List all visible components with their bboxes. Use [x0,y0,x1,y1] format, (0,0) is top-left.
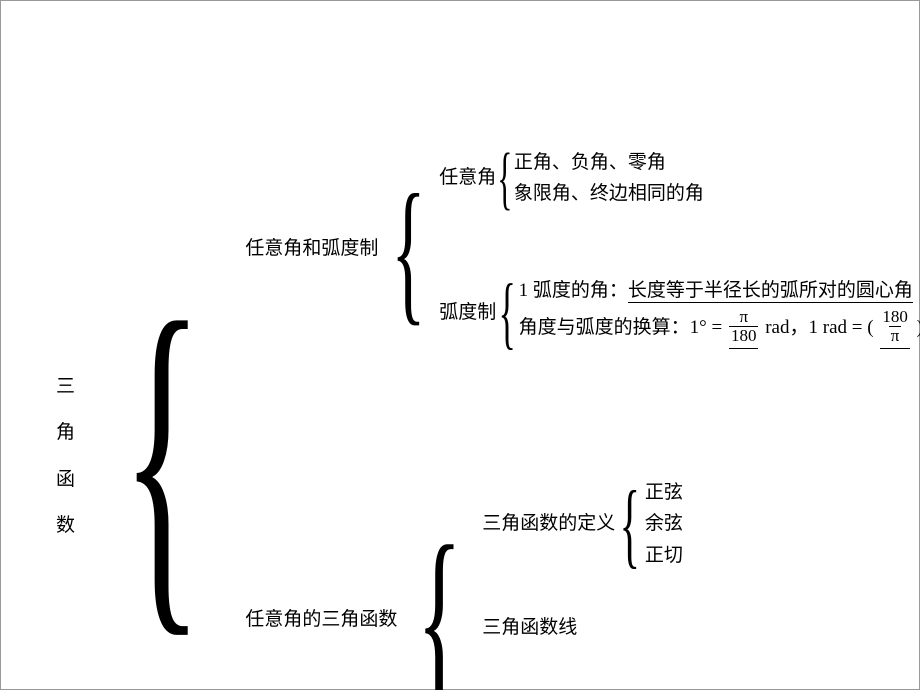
root-c1: 三 [56,373,75,402]
l2b-col: 三角函数的定义 { 正弦 余弦 正切 三角函数线 同角的三角函数关系 { [482,453,891,690]
rp: ) [917,317,920,338]
frac-pi-180: π 180 [729,308,759,349]
l3b1-col: 正弦 余弦 正切 [645,479,683,571]
branch-radian: 弧度制 { 1 弧度的角：长度等于半径长的弧所对的圆心角 角度与弧度的换算：1°… [439,253,920,373]
a2-1-pre: 1 弧度的角： [519,280,628,301]
frac-180-pi: 180 π [880,308,910,349]
a2-1-underline: 长度等于半径长的弧所对的圆心角 [628,280,913,303]
pi-1: π [737,308,750,327]
leaf-b1-2: 余弦 [645,510,683,539]
leaf-a2-1: 1 弧度的角：长度等于半径长的弧所对的圆心角 [519,277,920,306]
root-c2: 角 [56,419,75,448]
branch-trig-func: 任意角的三角函数 { 三角函数的定义 { 正弦 余弦 正切 三角函数线 [245,453,920,690]
brace-root: { [121,172,203,690]
root-c3: 函 [56,466,75,495]
leaf-a1-1: 正角、负角、零角 [514,149,704,178]
l2-a1-label: 任意角 [439,164,496,193]
brace-l2b1: { [620,453,641,596]
brace-l2a1: { [497,126,512,231]
leaf-a1-2: 象限角、终边相同的角 [514,180,704,209]
l3a2-col: 1 弧度的角：长度等于半径长的弧所对的圆心角 角度与弧度的换算：1° = π 1… [519,277,920,349]
l2a-col: 任意角 { 正角、负角、零角 象限角、终边相同的角 弧度制 { 1 弧度的角：长… [439,126,920,373]
root-label: 三 角 函 数 [56,373,75,541]
root-c4: 数 [56,512,75,541]
n180-2: 180 [880,308,910,327]
concept-tree: 三 角 函 数 { 任意角和弧度制 { 任意角 { 正角、负角、零角 象限角、终… [56,126,920,690]
l1-b-label: 任意角的三角函数 [245,606,397,635]
lp: ( [867,317,873,338]
branch-any-angle: 任意角 { 正角、负角、零角 象限角、终边相同的角 [439,126,920,231]
brace-l1b: { [417,463,462,690]
n180-1: 180 [729,326,759,347]
pi-2: π [889,326,902,347]
l1-a-label: 任意角和弧度制 [245,235,378,264]
branch-same-angle: 同角的三角函数关系 { 平方关系 sin2α + cos2α = 1 商数关系 [482,660,891,690]
l3a1-col: 正角、负角、零角 象限角、终边相同的角 [514,149,704,208]
a2-2-pre: 角度与弧度的换算：1° = [519,317,727,338]
brace-l2b3: { [656,660,674,690]
page: 三 角 函 数 { 任意角和弧度制 { 任意角 { 正角、负角、零角 象限角、终… [0,0,920,690]
leaf-a2-2: 角度与弧度的换算：1° = π 180 rad，1 rad = ( 180 π [519,308,920,349]
l2-b1-label: 三角函数的定义 [482,510,615,539]
a2-2-mid: rad，1 rad = [765,317,867,338]
branch-angle-radian: 任意角和弧度制 { 任意角 { 正角、负角、零角 象限角、终边相同的角 弧度制 … [245,126,920,373]
l2-b2-label: 三角函数线 [482,614,891,643]
level1-col: 任意角和弧度制 { 任意角 { 正角、负角、零角 象限角、终边相同的角 弧度制 … [245,126,920,690]
leaf-b1-3: 正切 [645,542,683,571]
l2-a2-label: 弧度制 [439,299,496,328]
brace-l2a2: { [499,253,516,373]
leaf-b1-1: 正弦 [645,479,683,508]
brace-l1a: { [392,130,427,370]
branch-def: 三角函数的定义 { 正弦 余弦 正切 [482,453,891,596]
